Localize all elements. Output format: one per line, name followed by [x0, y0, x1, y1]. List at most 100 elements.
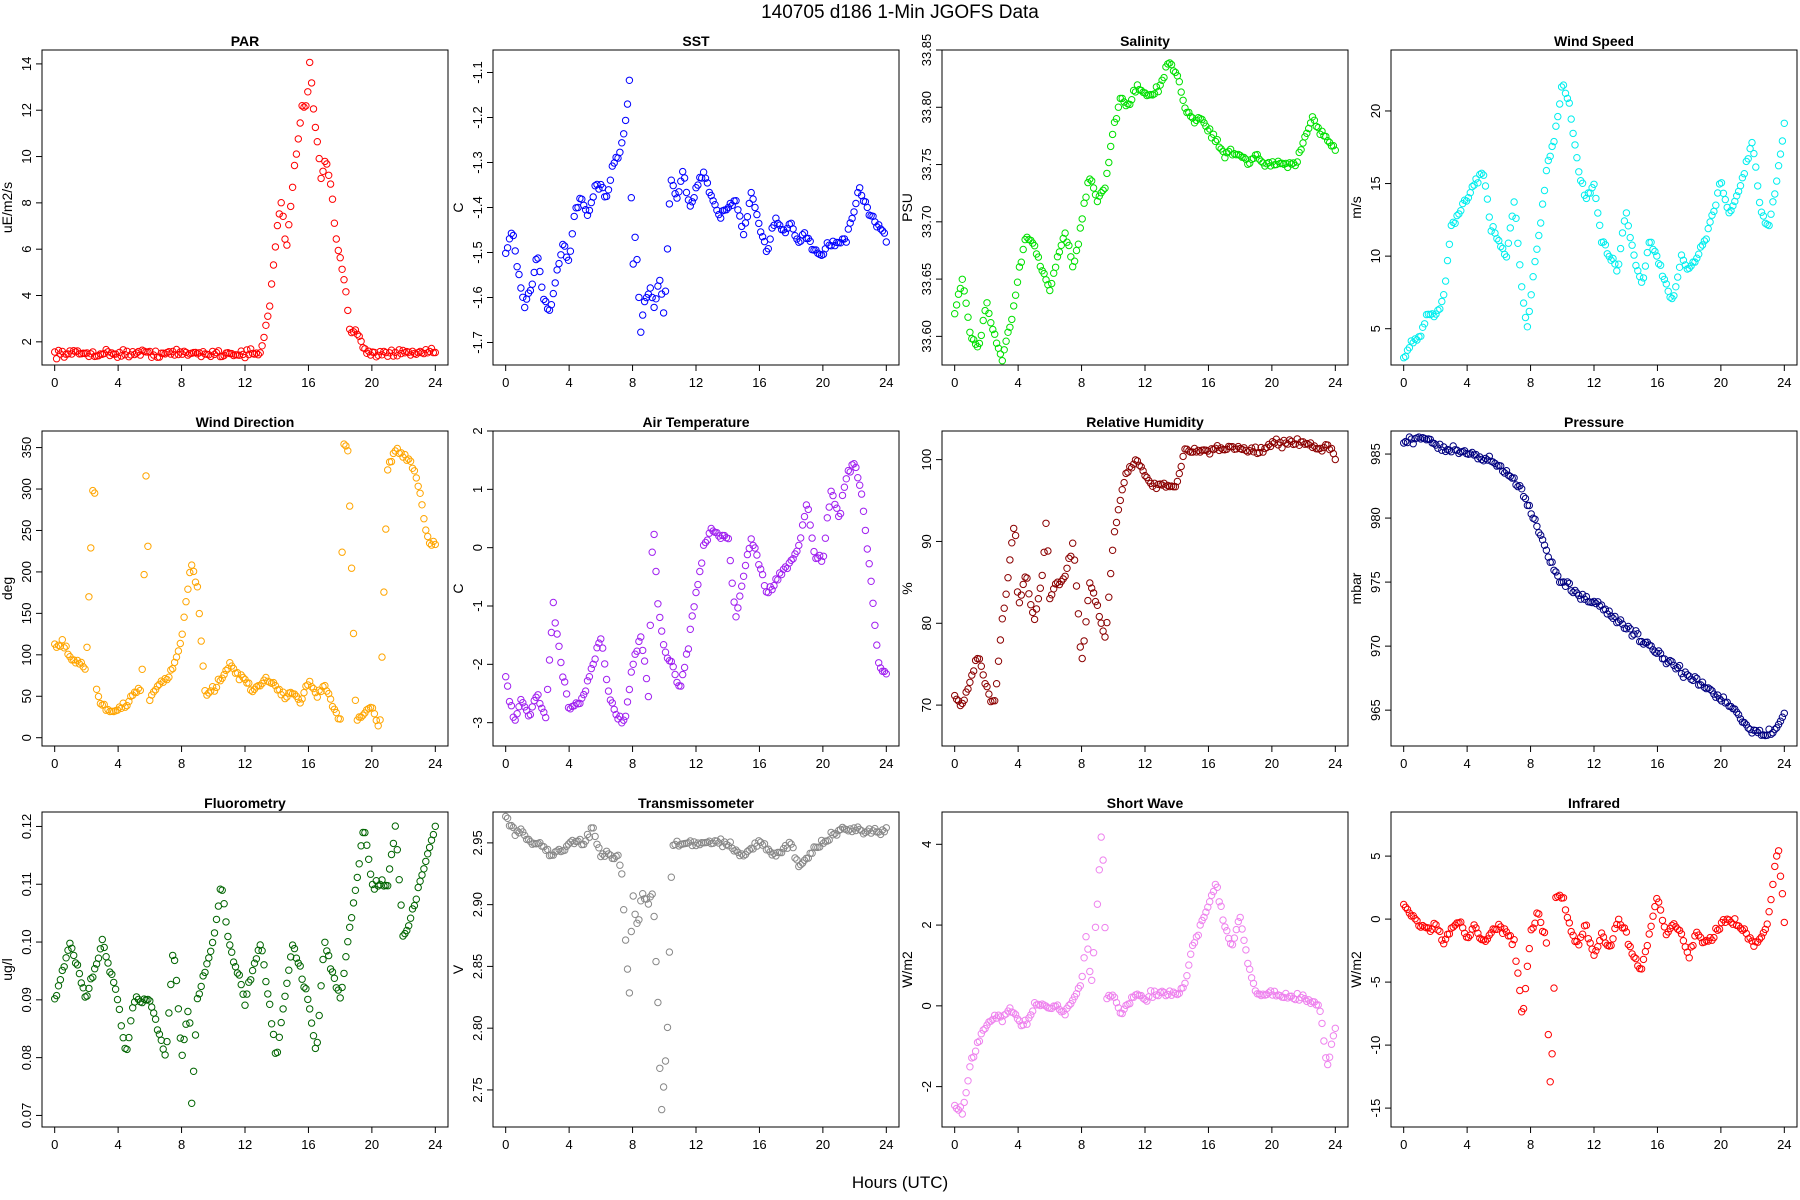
- data-point: [715, 532, 723, 540]
- data-point: [1616, 616, 1625, 624]
- data-point: [353, 330, 361, 338]
- data-point: [610, 705, 618, 714]
- data-point: [410, 467, 419, 475]
- data-point: [679, 670, 687, 679]
- data-point: [290, 944, 299, 953]
- data-point: [1303, 997, 1311, 1006]
- data-point: [713, 206, 721, 215]
- data-point: [212, 915, 221, 924]
- data-point: [218, 674, 226, 682]
- x-tick-label: 24: [879, 756, 893, 771]
- x-tick-label: 4: [1464, 756, 1471, 771]
- data-point: [755, 837, 763, 845]
- x-tick-label: 12: [689, 375, 703, 390]
- data-point: [1485, 213, 1494, 221]
- data-point: [1518, 485, 1526, 493]
- plot-frame: [941, 49, 1349, 366]
- data-point: [361, 345, 369, 353]
- data-point: [1689, 258, 1697, 266]
- data-point: [1525, 944, 1534, 953]
- y-tick-label: 0: [470, 544, 485, 551]
- data-point: [983, 299, 991, 307]
- y-tick-label: 985: [1368, 443, 1383, 465]
- data-point: [827, 487, 835, 495]
- y-tick-label: 200: [19, 561, 34, 583]
- data-point: [349, 629, 358, 638]
- data-point: [1331, 146, 1340, 154]
- y-tick-label: 100: [19, 644, 34, 666]
- data-point: [193, 994, 202, 1003]
- data-point: [108, 970, 116, 978]
- data-point: [1118, 1009, 1126, 1018]
- data-point: [1089, 184, 1098, 192]
- data-point: [1679, 937, 1688, 945]
- data-point: [1219, 916, 1227, 924]
- data-point: [1615, 260, 1623, 268]
- data-point: [420, 865, 428, 873]
- data-point: [819, 839, 828, 847]
- data-point: [736, 212, 744, 220]
- data-point: [304, 88, 312, 96]
- data-point: [764, 245, 772, 253]
- data-point: [1097, 833, 1105, 841]
- data-point: [170, 956, 179, 965]
- y-axis-label: PSU: [899, 193, 915, 222]
- data-point: [77, 979, 86, 987]
- data-point: [1573, 154, 1581, 162]
- data-point: [319, 955, 327, 964]
- data-point: [420, 515, 428, 523]
- data-point: [996, 350, 1005, 358]
- figure-title: 140705 d186 1-Min JGOFS Data: [761, 2, 1039, 23]
- data-point: [1221, 923, 1229, 931]
- data-point: [521, 303, 529, 312]
- data-point: [1632, 261, 1640, 270]
- data-point: [319, 167, 327, 176]
- data-point: [1150, 90, 1159, 98]
- data-point: [1329, 1032, 1338, 1040]
- data-point: [1527, 291, 1535, 299]
- data-point: [178, 630, 186, 638]
- data-point: [1078, 972, 1086, 981]
- data-point: [1101, 923, 1109, 932]
- data-point: [1103, 169, 1111, 178]
- data-point: [758, 841, 767, 849]
- data-point: [1036, 1001, 1045, 1010]
- data-point: [1651, 902, 1659, 911]
- y-tick-label: 33.85: [919, 34, 934, 67]
- data-point: [694, 839, 702, 847]
- data-point: [1592, 194, 1600, 203]
- data-point: [264, 990, 272, 998]
- data-point: [1487, 227, 1495, 235]
- x-tick-label: 20: [365, 1137, 379, 1152]
- data-point: [220, 900, 228, 908]
- data-point: [1133, 81, 1142, 89]
- data-point: [595, 185, 603, 193]
- data-point: [163, 675, 171, 684]
- data-point: [968, 334, 976, 343]
- data-point: [644, 900, 653, 908]
- data-point: [616, 148, 624, 157]
- panel-title: Infrared: [1568, 795, 1620, 811]
- y-tick-label: -2: [470, 659, 485, 671]
- data-point: [1185, 961, 1193, 969]
- data-point: [1078, 654, 1086, 663]
- data-point: [1733, 708, 1741, 716]
- data-point: [646, 621, 654, 629]
- panel-title: Short Wave: [1107, 795, 1184, 811]
- data-point: [992, 680, 1001, 688]
- data-point: [1095, 612, 1104, 621]
- data-point: [1578, 930, 1587, 938]
- data-point: [975, 339, 984, 348]
- data-point: [745, 846, 753, 854]
- data-point: [1717, 179, 1726, 187]
- data-point: [1120, 1005, 1128, 1013]
- data-point: [869, 599, 877, 607]
- data-point: [1443, 256, 1452, 265]
- data-point: [309, 1032, 318, 1040]
- data-point: [614, 851, 622, 859]
- data-point: [1331, 1024, 1340, 1033]
- data-point: [365, 347, 373, 355]
- data-point: [1046, 594, 1054, 603]
- data-point: [1592, 947, 1600, 955]
